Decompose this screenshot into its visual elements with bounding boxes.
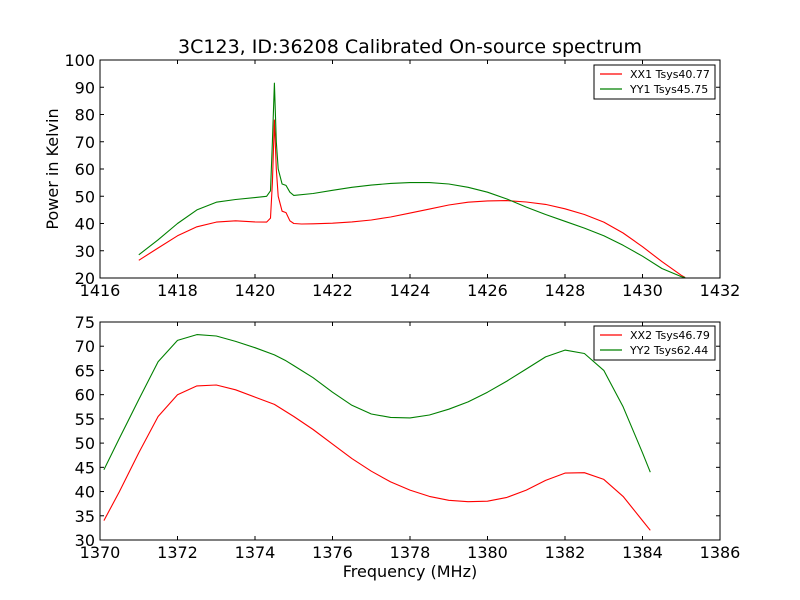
y-tick-label: 70 (75, 133, 95, 152)
y-tick-label: 90 (75, 78, 95, 97)
y-tick-label: 50 (75, 434, 95, 453)
x-tick-label: 1422 (312, 281, 353, 300)
series-line-2-2 (103, 334, 651, 473)
series-line-1-2 (138, 82, 686, 278)
series-line-2-1 (103, 384, 651, 531)
x-tick-label: 1376 (312, 543, 353, 562)
y-tick-label: 35 (75, 507, 95, 526)
x-tick-label: 1420 (235, 281, 276, 300)
y-tick-label: 40 (75, 215, 95, 234)
x-tick-label: 1426 (467, 281, 508, 300)
y-tick-label: 55 (75, 410, 95, 429)
x-tick-label: 1386 (700, 543, 741, 562)
x-tick-label: 1374 (235, 543, 276, 562)
series-line-1-1 (138, 119, 686, 278)
legend-label: YY2 Tsys62.44 (629, 344, 708, 357)
legend-box (593, 64, 716, 100)
y-tick-label: 65 (75, 361, 95, 380)
chart-panel-2: 1370 1372 1374 1376 1378 1380 1382 1384 1386 30 35… (75, 313, 741, 562)
legend-label: XX2 Tsys46.79 (630, 329, 710, 342)
chart-panel-1: 1416 1418 1420 1422 1424 1426 1428 1430 1432 20 30… (64, 51, 740, 300)
y-tick-label: 30 (75, 531, 95, 550)
y-tick-label: 80 (75, 106, 95, 125)
y-axis-label: Power in Kelvin (43, 108, 62, 229)
x-axis-label: Frequency (MHz) (343, 562, 477, 581)
legend-label: XX1 Tsys40.77 (630, 68, 710, 81)
y-tick-label: 100 (64, 51, 95, 70)
y-tick-label: 45 (75, 458, 95, 477)
x-tick-label: 1418 (157, 281, 198, 300)
x-tick-label: 1370 (80, 543, 121, 562)
x-tick-label: 1428 (545, 281, 586, 300)
x-tick-label: 1384 (622, 543, 663, 562)
x-tick-label: 1382 (545, 543, 586, 562)
x-tick-label: 1378 (390, 543, 431, 562)
x-tick-label: 1430 (622, 281, 663, 300)
figure-title: 3C123, ID:36208 Calibrated On-source spe… (178, 36, 642, 58)
y-tick-label: 50 (75, 187, 95, 206)
x-tick-label: 1372 (157, 543, 198, 562)
y-tick-label: 75 (75, 313, 95, 332)
y-tick-label: 20 (75, 269, 95, 288)
x-tick-label: 1416 (80, 281, 121, 300)
y-tick-label: 60 (75, 160, 95, 179)
y-tick-label: 30 (75, 242, 95, 261)
x-tick-label: 1432 (700, 281, 741, 300)
x-tick-label: 1424 (390, 281, 431, 300)
legend-box (593, 325, 716, 361)
x-tick-label: 1380 (467, 543, 508, 562)
legend-label: YY1 Tsys45.75 (629, 83, 708, 96)
y-tick-label: 60 (75, 386, 95, 405)
y-tick-label: 70 (75, 337, 95, 356)
chart-layer: 1416 1418 1420 1422 1424 1426 1428 1430 1432 20 30… (64, 51, 740, 562)
y-tick-label: 40 (75, 483, 95, 502)
